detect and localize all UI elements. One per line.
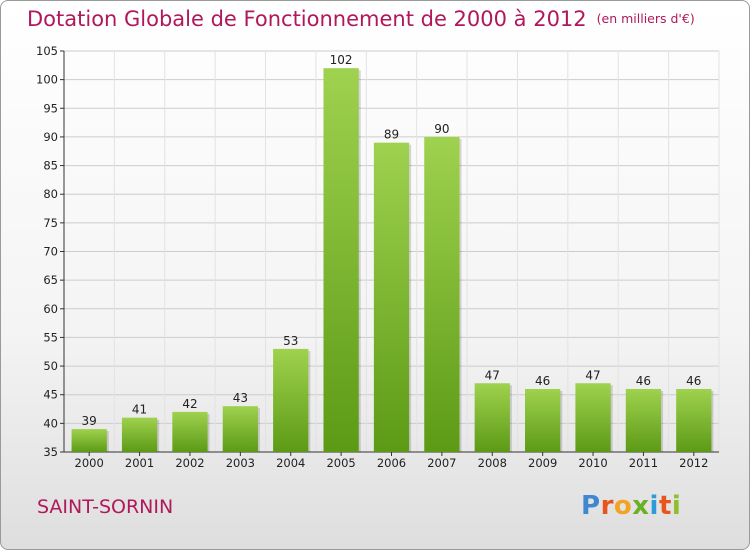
y-tick-label: 45 [43, 388, 58, 402]
x-tick-label: 2002 [175, 456, 204, 470]
y-tick-label: 100 [36, 73, 58, 87]
value-label: 90 [434, 122, 449, 136]
proxiti-logo[interactable]: Proxiti [581, 491, 681, 521]
y-tick-label: 65 [43, 273, 58, 287]
bar-2011 [625, 388, 662, 452]
bar-2003 [222, 406, 258, 452]
y-tick-label: 90 [43, 130, 58, 144]
x-tick-label: 2010 [578, 456, 607, 470]
logo-letter: t [658, 491, 672, 521]
value-labels: 39 41 42 43 53 102 89 90 47 46 47 46 46 [82, 53, 702, 428]
logo-letter: i [671, 491, 682, 521]
x-tick-label: 2004 [276, 456, 305, 470]
x-tick-label: 2008 [478, 456, 507, 470]
chart-title: Dotation Globale de Fonctionnement de 20… [27, 7, 695, 31]
value-label: 46 [636, 374, 651, 388]
commune-name: SAINT-SORNIN [37, 496, 174, 518]
value-label: 42 [182, 397, 197, 411]
bar-2012 [676, 388, 712, 452]
y-tick-label: 50 [43, 359, 58, 373]
logo-letter: i [649, 491, 659, 521]
bar-2000 [71, 429, 107, 452]
y-tick-label: 85 [43, 159, 58, 173]
chart-title-text: Dotation Globale de Fonctionnement de 20… [27, 7, 587, 31]
bar-2002 [172, 411, 208, 452]
y-tick-label: 40 [43, 416, 58, 430]
y-tick-label: 55 [43, 330, 58, 344]
x-tick-label: 2003 [226, 456, 255, 470]
y-tick-label: 75 [43, 216, 58, 230]
y-tick-label: 60 [43, 302, 58, 316]
x-tick-label: 2011 [629, 456, 658, 470]
value-label: 102 [330, 53, 353, 67]
x-tick-label: 2005 [326, 456, 355, 470]
x-tick-label: 2007 [427, 456, 456, 470]
logo-letter: r [600, 491, 614, 521]
y-tick-label: 95 [43, 101, 58, 115]
value-label: 39 [82, 414, 97, 428]
value-label: 46 [686, 374, 701, 388]
value-label: 47 [585, 368, 600, 382]
x-tick-label: 2009 [528, 456, 557, 470]
bar-2007 [424, 136, 460, 452]
bar-2010 [575, 383, 611, 452]
bar-2009 [525, 388, 561, 452]
y-tick-label: 35 [43, 445, 58, 459]
bar-2006 [373, 142, 410, 452]
value-label: 53 [283, 334, 298, 348]
y-tick-label: 105 [36, 44, 58, 58]
logo-letter: o [613, 491, 633, 521]
value-label: 43 [233, 391, 248, 405]
x-tick-label: 2012 [679, 456, 708, 470]
value-label: 89 [384, 128, 399, 142]
bar-2005 [323, 68, 359, 452]
y-tick-label: 80 [43, 187, 58, 201]
bar-2008 [474, 383, 510, 452]
chart-unit-note: (en milliers d'€) [596, 11, 695, 26]
x-tick-labels: 2000 2001 2002 2003 2004 2005 2006 2007 2008 2009… [75, 456, 709, 470]
y-tick-labels: 35 40 45 50 55 60 65 70 75 80 85 90 95 100 105 [36, 44, 58, 459]
x-tick-label: 2000 [75, 456, 104, 470]
value-label: 47 [485, 368, 500, 382]
bar-2004 [273, 348, 309, 452]
logo-letter: P [581, 491, 601, 521]
value-label: 46 [535, 374, 550, 388]
value-label: 41 [132, 403, 147, 417]
bars [71, 68, 714, 452]
logo-letter: x [632, 491, 650, 521]
x-tick-label: 2006 [377, 456, 406, 470]
y-tick-label: 70 [43, 245, 58, 259]
x-tick-label: 2001 [125, 456, 154, 470]
bar-2001 [121, 417, 158, 452]
